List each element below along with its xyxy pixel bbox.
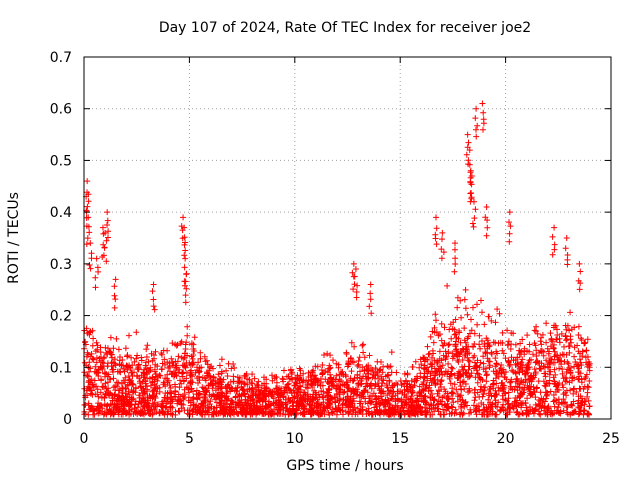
roti-peak-point xyxy=(100,229,110,265)
roti-peak-point xyxy=(472,105,481,140)
x-tick-label: 5 xyxy=(185,431,194,447)
axis-ticks: 0 5 10 15 20 25 0 0.1 0.2 0.3 0.4 0.5 0.6 0.7 xyxy=(50,50,620,447)
roti-peak-point xyxy=(92,255,102,291)
y-axis-label: ROTI / TECUs xyxy=(6,192,22,284)
roti-peak-point xyxy=(469,198,479,230)
roti-peak-point xyxy=(104,209,112,241)
roti-peak-point xyxy=(86,240,95,272)
roti-peak-point xyxy=(83,178,92,214)
roti-peak-point xyxy=(479,100,487,133)
roti-peak-point xyxy=(463,131,472,168)
x-axis-label: GPS time / hours xyxy=(286,458,403,474)
roti-peak-point xyxy=(182,271,190,306)
x-tick-label: 20 xyxy=(497,431,515,447)
grid-lines xyxy=(84,57,611,419)
y-tick-label: 0.6 xyxy=(50,102,72,118)
roti-peak-point xyxy=(467,172,475,205)
x-tick-label: 25 xyxy=(602,431,620,447)
x-tick-label: 15 xyxy=(391,431,409,447)
roti-peak-point xyxy=(506,209,514,245)
roti-peak-point xyxy=(575,260,584,293)
roti-peak-point xyxy=(549,224,558,258)
y-tick-label: 0 xyxy=(63,412,72,428)
roti-peak-point xyxy=(351,266,361,301)
x-tick-label: 0 xyxy=(80,431,89,447)
roti-point-cloud xyxy=(81,282,593,418)
roti-peak-point xyxy=(562,235,571,268)
roti-peak-point xyxy=(438,229,447,262)
roti-peak-point xyxy=(178,214,188,248)
plot-frame xyxy=(83,56,612,420)
chart-title: Day 107 of 2024, Rate Of TEC Index for r… xyxy=(159,20,531,36)
roti-peak-point xyxy=(111,276,119,311)
y-tick-label: 0.2 xyxy=(50,309,72,325)
y-tick-label: 0.4 xyxy=(50,205,72,221)
roti-peak-point xyxy=(149,281,158,313)
roti-peak-point xyxy=(181,224,189,259)
roti-peak-point xyxy=(83,214,93,248)
roti-peak-point xyxy=(366,281,375,317)
data-points xyxy=(81,100,593,418)
y-tick-label: 0.3 xyxy=(50,257,72,273)
y-tick-label: 0.1 xyxy=(50,360,72,376)
roti-peak-point xyxy=(432,214,440,248)
y-tick-label: 0.7 xyxy=(50,50,72,66)
y-tick-label: 0.5 xyxy=(50,153,72,169)
x-tick-label: 10 xyxy=(286,431,304,447)
roti-peak-point xyxy=(451,240,459,275)
roti-peak-point xyxy=(482,203,491,239)
